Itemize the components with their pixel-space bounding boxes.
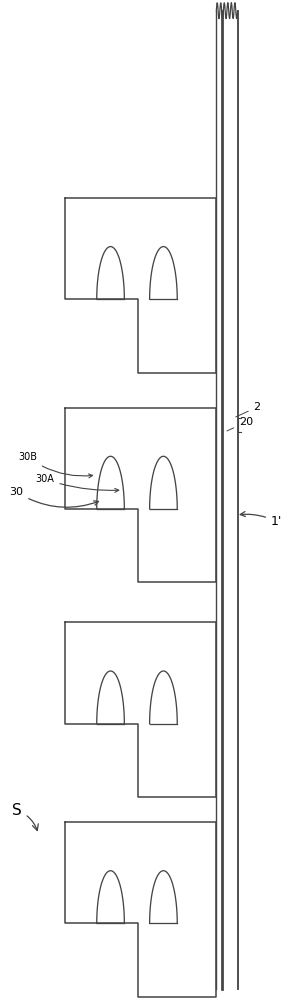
Text: 30: 30 <box>9 487 98 507</box>
Text: 30A: 30A <box>36 474 119 492</box>
Text: 20: 20 <box>227 417 253 431</box>
Text: 2: 2 <box>236 402 261 417</box>
Text: S: S <box>12 803 38 831</box>
Text: 30B: 30B <box>18 452 93 478</box>
Text: 1': 1' <box>240 512 282 528</box>
